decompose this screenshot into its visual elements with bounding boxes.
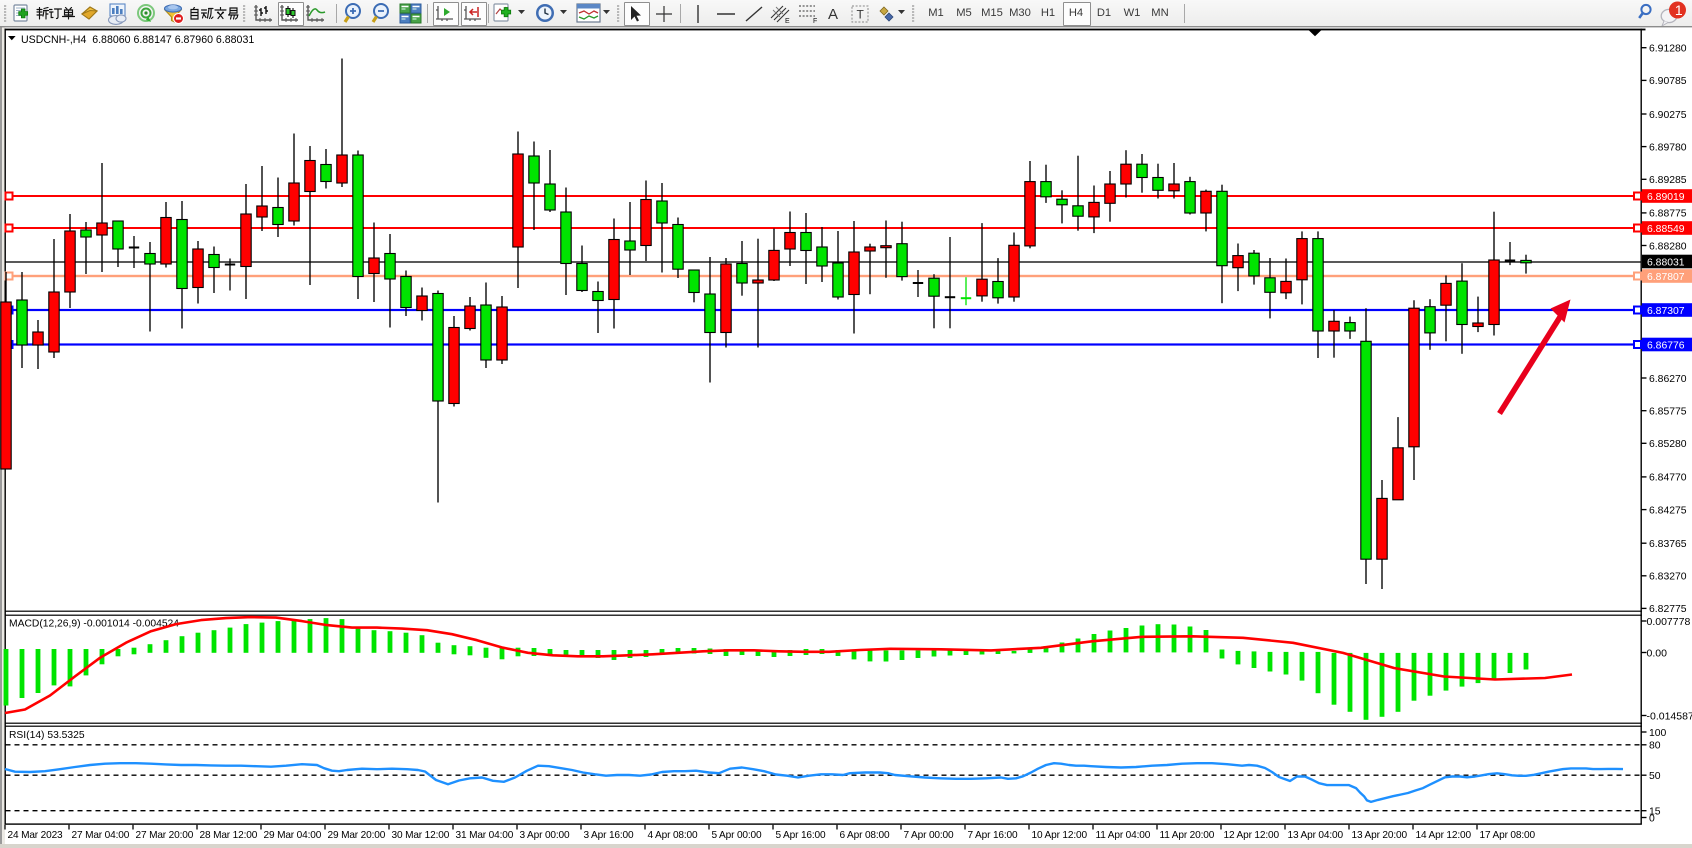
svg-text:27 Mar 04:00: 27 Mar 04:00 <box>72 830 130 841</box>
svg-text:7 Apr 16:00: 7 Apr 16:00 <box>968 830 1019 841</box>
svg-text:50: 50 <box>1649 771 1661 782</box>
svg-text:6.88280: 6.88280 <box>1649 241 1687 252</box>
svg-text:5 Apr 00:00: 5 Apr 00:00 <box>712 830 763 841</box>
svg-text:6.89285: 6.89285 <box>1649 175 1687 186</box>
svg-text:0.00: 0.00 <box>1647 647 1668 659</box>
svg-text:E: E <box>785 18 790 25</box>
svg-text:5 Apr 16:00: 5 Apr 16:00 <box>776 830 827 841</box>
svg-text:29 Mar 20:00: 29 Mar 20:00 <box>328 830 386 841</box>
svg-text:6.85280: 6.85280 <box>1649 439 1687 450</box>
svg-text:28 Mar 12:00: 28 Mar 12:00 <box>200 830 258 841</box>
svg-text:USDCNH-,H4 6.88060 6.88147 6.: USDCNH-,H4 6.88060 6.88147 6.87960 6.880… <box>21 34 254 46</box>
svg-text:6.91280: 6.91280 <box>1649 44 1687 55</box>
svg-text:-0.014587: -0.014587 <box>1647 710 1692 722</box>
svg-text:6.83765: 6.83765 <box>1649 539 1687 550</box>
svg-text:0.007778: 0.007778 <box>1647 616 1691 628</box>
svg-text:27 Mar 20:00: 27 Mar 20:00 <box>136 830 194 841</box>
svg-text:3 Apr 00:00: 3 Apr 00:00 <box>520 830 571 841</box>
svg-text:3 Apr 16:00: 3 Apr 16:00 <box>584 830 635 841</box>
svg-text:13 Apr 20:00: 13 Apr 20:00 <box>1352 830 1408 841</box>
svg-text:6.85775: 6.85775 <box>1649 407 1687 418</box>
svg-text:12 Apr 12:00: 12 Apr 12:00 <box>1224 830 1280 841</box>
svg-text:14 Apr 12:00: 14 Apr 12:00 <box>1416 830 1472 841</box>
svg-text:10 Apr 12:00: 10 Apr 12:00 <box>1032 830 1088 841</box>
svg-text:30 Mar 12:00: 30 Mar 12:00 <box>392 830 450 841</box>
svg-text:6.86270: 6.86270 <box>1649 374 1687 385</box>
svg-text:6.87307: 6.87307 <box>1647 306 1685 317</box>
svg-text:17 Apr 08:00: 17 Apr 08:00 <box>1480 830 1536 841</box>
svg-text:6.88775: 6.88775 <box>1649 209 1687 220</box>
svg-text:6.86776: 6.86776 <box>1647 340 1685 351</box>
svg-text:4 Apr 08:00: 4 Apr 08:00 <box>648 830 699 841</box>
svg-text:6.88549: 6.88549 <box>1647 224 1685 235</box>
svg-text:6.88031: 6.88031 <box>1647 257 1685 268</box>
svg-text:MACD(12,26,9) -0.001014 -0.004: MACD(12,26,9) -0.001014 -0.004524 <box>9 619 179 630</box>
svg-text:A: A <box>828 6 838 23</box>
svg-text:24 Mar 2023: 24 Mar 2023 <box>8 830 64 841</box>
svg-text:T: T <box>857 8 865 22</box>
svg-text:15: 15 <box>1649 807 1661 818</box>
svg-text:6.82775: 6.82775 <box>1649 604 1687 615</box>
svg-text:0: 0 <box>1649 813 1655 824</box>
svg-text:29 Mar 04:00: 29 Mar 04:00 <box>264 830 322 841</box>
svg-text:6.90275: 6.90275 <box>1649 110 1687 121</box>
svg-text:31 Mar 04:00: 31 Mar 04:00 <box>456 830 514 841</box>
svg-text:6.84770: 6.84770 <box>1649 473 1687 484</box>
svg-text:6.89780: 6.89780 <box>1649 142 1687 153</box>
svg-text:RSI(14) 53.5325: RSI(14) 53.5325 <box>9 730 85 741</box>
svg-text:7 Apr 00:00: 7 Apr 00:00 <box>904 830 955 841</box>
svg-text:11 Apr 20:00: 11 Apr 20:00 <box>1160 830 1215 841</box>
svg-text:11 Apr 04:00: 11 Apr 04:00 <box>1096 830 1151 841</box>
svg-text:80: 80 <box>1649 741 1661 752</box>
svg-text:6.90785: 6.90785 <box>1649 76 1687 87</box>
svg-text:6.87807: 6.87807 <box>1647 272 1685 283</box>
svg-text:13 Apr 04:00: 13 Apr 04:00 <box>1288 830 1344 841</box>
svg-text:6.84275: 6.84275 <box>1649 505 1687 516</box>
svg-text:6.83270: 6.83270 <box>1649 572 1687 583</box>
svg-text:6.89019: 6.89019 <box>1647 192 1685 203</box>
svg-text:100: 100 <box>1649 728 1667 739</box>
svg-text:F: F <box>813 18 817 25</box>
svg-text:1: 1 <box>1675 2 1683 18</box>
svg-text:6 Apr 08:00: 6 Apr 08:00 <box>840 830 891 841</box>
